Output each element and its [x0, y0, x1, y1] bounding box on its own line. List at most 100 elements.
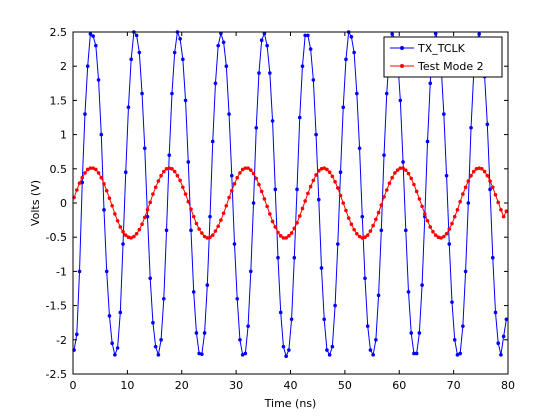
data-point-tx-tclk [123, 170, 128, 175]
data-point-test-mode-2 [162, 169, 166, 174]
data-point-test-mode-2 [257, 182, 261, 187]
data-point-test-mode-2 [96, 171, 101, 175]
data-point-test-mode-2 [398, 166, 403, 170]
data-point-test-mode-2 [387, 181, 392, 185]
data-point-tx-tclk [316, 197, 321, 202]
data-point-test-mode-2 [466, 179, 471, 183]
data-point-test-mode-2 [273, 225, 278, 229]
data-point-tx-tclk [428, 81, 433, 86]
y-tick-label: -1 [56, 265, 67, 278]
data-point-test-mode-2 [194, 221, 199, 226]
data-point-tx-tclk [94, 43, 98, 48]
data-point-tx-tclk [333, 303, 337, 308]
legend-box [383, 36, 503, 78]
data-point-test-mode-2 [433, 233, 438, 237]
legend-marker-test-mode-2 [400, 64, 404, 68]
x-tick-label: 0 [70, 379, 77, 392]
data-point-tx-tclk [455, 353, 460, 357]
data-point-test-mode-2 [153, 185, 158, 190]
data-point-test-mode-2 [107, 196, 112, 201]
data-point-tx-tclk [501, 334, 506, 339]
data-point-test-mode-2 [439, 236, 443, 240]
data-point-test-mode-2 [278, 234, 283, 238]
data-point-tx-tclk [221, 40, 226, 45]
data-point-test-mode-2 [403, 168, 408, 172]
data-point-tx-tclk [121, 242, 125, 246]
data-point-test-mode-2 [341, 201, 346, 205]
data-point-test-mode-2 [406, 171, 411, 176]
data-point-test-mode-2 [325, 167, 329, 172]
plot-area [73, 32, 508, 374]
data-point-tx-tclk [80, 180, 85, 185]
y-axis: -2.5 -2 -1.5 -1 -0.5 0 0.5 1 1.5 2 2.5 [46, 26, 508, 381]
data-point-tx-tclk [118, 310, 123, 315]
data-point-tx-tclk [224, 64, 229, 68]
data-point-test-mode-2 [360, 236, 365, 240]
data-point-tx-tclk [322, 317, 327, 322]
data-point-tx-tclk [409, 331, 414, 335]
data-point-test-mode-2 [145, 208, 150, 212]
data-point-test-mode-2 [243, 166, 248, 170]
data-point-test-mode-2 [316, 169, 321, 173]
data-point-test-mode-2 [303, 199, 307, 203]
legend-label-test-mode-2: Test Mode 2 [417, 60, 484, 73]
data-point-test-mode-2 [262, 197, 267, 201]
data-point-tx-tclk [107, 314, 112, 318]
data-point-test-mode-2 [327, 170, 332, 175]
data-point-test-mode-2 [156, 179, 161, 183]
data-point-tx-tclk [170, 91, 174, 96]
data-point-tx-tclk [379, 228, 384, 233]
data-point-tx-tclk [308, 47, 313, 51]
data-point-test-mode-2 [314, 173, 318, 177]
data-point-tx-tclk [376, 293, 381, 298]
data-point-test-mode-2 [300, 206, 305, 211]
y-tick-label: 1.5 [50, 94, 68, 107]
data-point-test-mode-2 [88, 166, 93, 170]
data-point-tx-tclk [270, 119, 275, 123]
data-point-test-mode-2 [208, 235, 212, 239]
data-point-test-mode-2 [80, 175, 85, 180]
data-point-tx-tclk [303, 33, 307, 38]
data-point-test-mode-2 [210, 233, 215, 237]
data-point-test-mode-2 [238, 171, 242, 175]
data-point-test-mode-2 [382, 195, 386, 199]
data-point-test-mode-2 [368, 229, 373, 233]
data-point-test-mode-2 [349, 222, 354, 226]
data-point-test-mode-2 [488, 179, 492, 183]
data-point-tx-tclk [319, 266, 324, 270]
data-point-test-mode-2 [490, 185, 495, 190]
data-point-tx-tclk [311, 78, 316, 82]
data-point-test-mode-2 [129, 236, 133, 240]
data-point-test-mode-2 [455, 208, 460, 212]
data-point-test-mode-2 [344, 208, 348, 213]
data-point-test-mode-2 [167, 166, 172, 170]
data-point-tx-tclk [164, 228, 169, 233]
data-point-test-mode-2 [319, 167, 324, 171]
data-point-test-mode-2 [374, 217, 378, 222]
data-point-test-mode-2 [202, 234, 207, 239]
data-point-test-mode-2 [363, 235, 367, 239]
data-point-test-mode-2 [281, 236, 286, 240]
data-point-test-mode-2 [113, 212, 117, 216]
data-point-tx-tclk [355, 91, 359, 96]
data-point-test-mode-2 [431, 229, 435, 234]
data-point-tx-tclk [365, 324, 370, 328]
data-point-tx-tclk [213, 81, 218, 86]
data-point-test-mode-2 [99, 175, 104, 180]
data-point-tx-tclk [289, 317, 294, 322]
data-point-test-mode-2 [436, 235, 441, 239]
data-point-test-mode-2 [444, 231, 449, 236]
data-point-tx-tclk [406, 290, 411, 294]
data-point-test-mode-2 [249, 168, 253, 172]
data-point-test-mode-2 [137, 227, 142, 232]
data-point-tx-tclk [371, 353, 375, 357]
y-tick-label: 0 [60, 197, 67, 210]
data-point-tx-tclk [202, 331, 207, 335]
data-point-test-mode-2 [123, 233, 128, 237]
data-point-test-mode-2 [308, 184, 313, 189]
data-point-test-mode-2 [423, 212, 427, 216]
data-point-test-mode-2 [458, 199, 462, 204]
data-point-test-mode-2 [246, 166, 250, 170]
data-point-tx-tclk [268, 71, 272, 75]
data-point-tx-tclk [91, 34, 95, 38]
